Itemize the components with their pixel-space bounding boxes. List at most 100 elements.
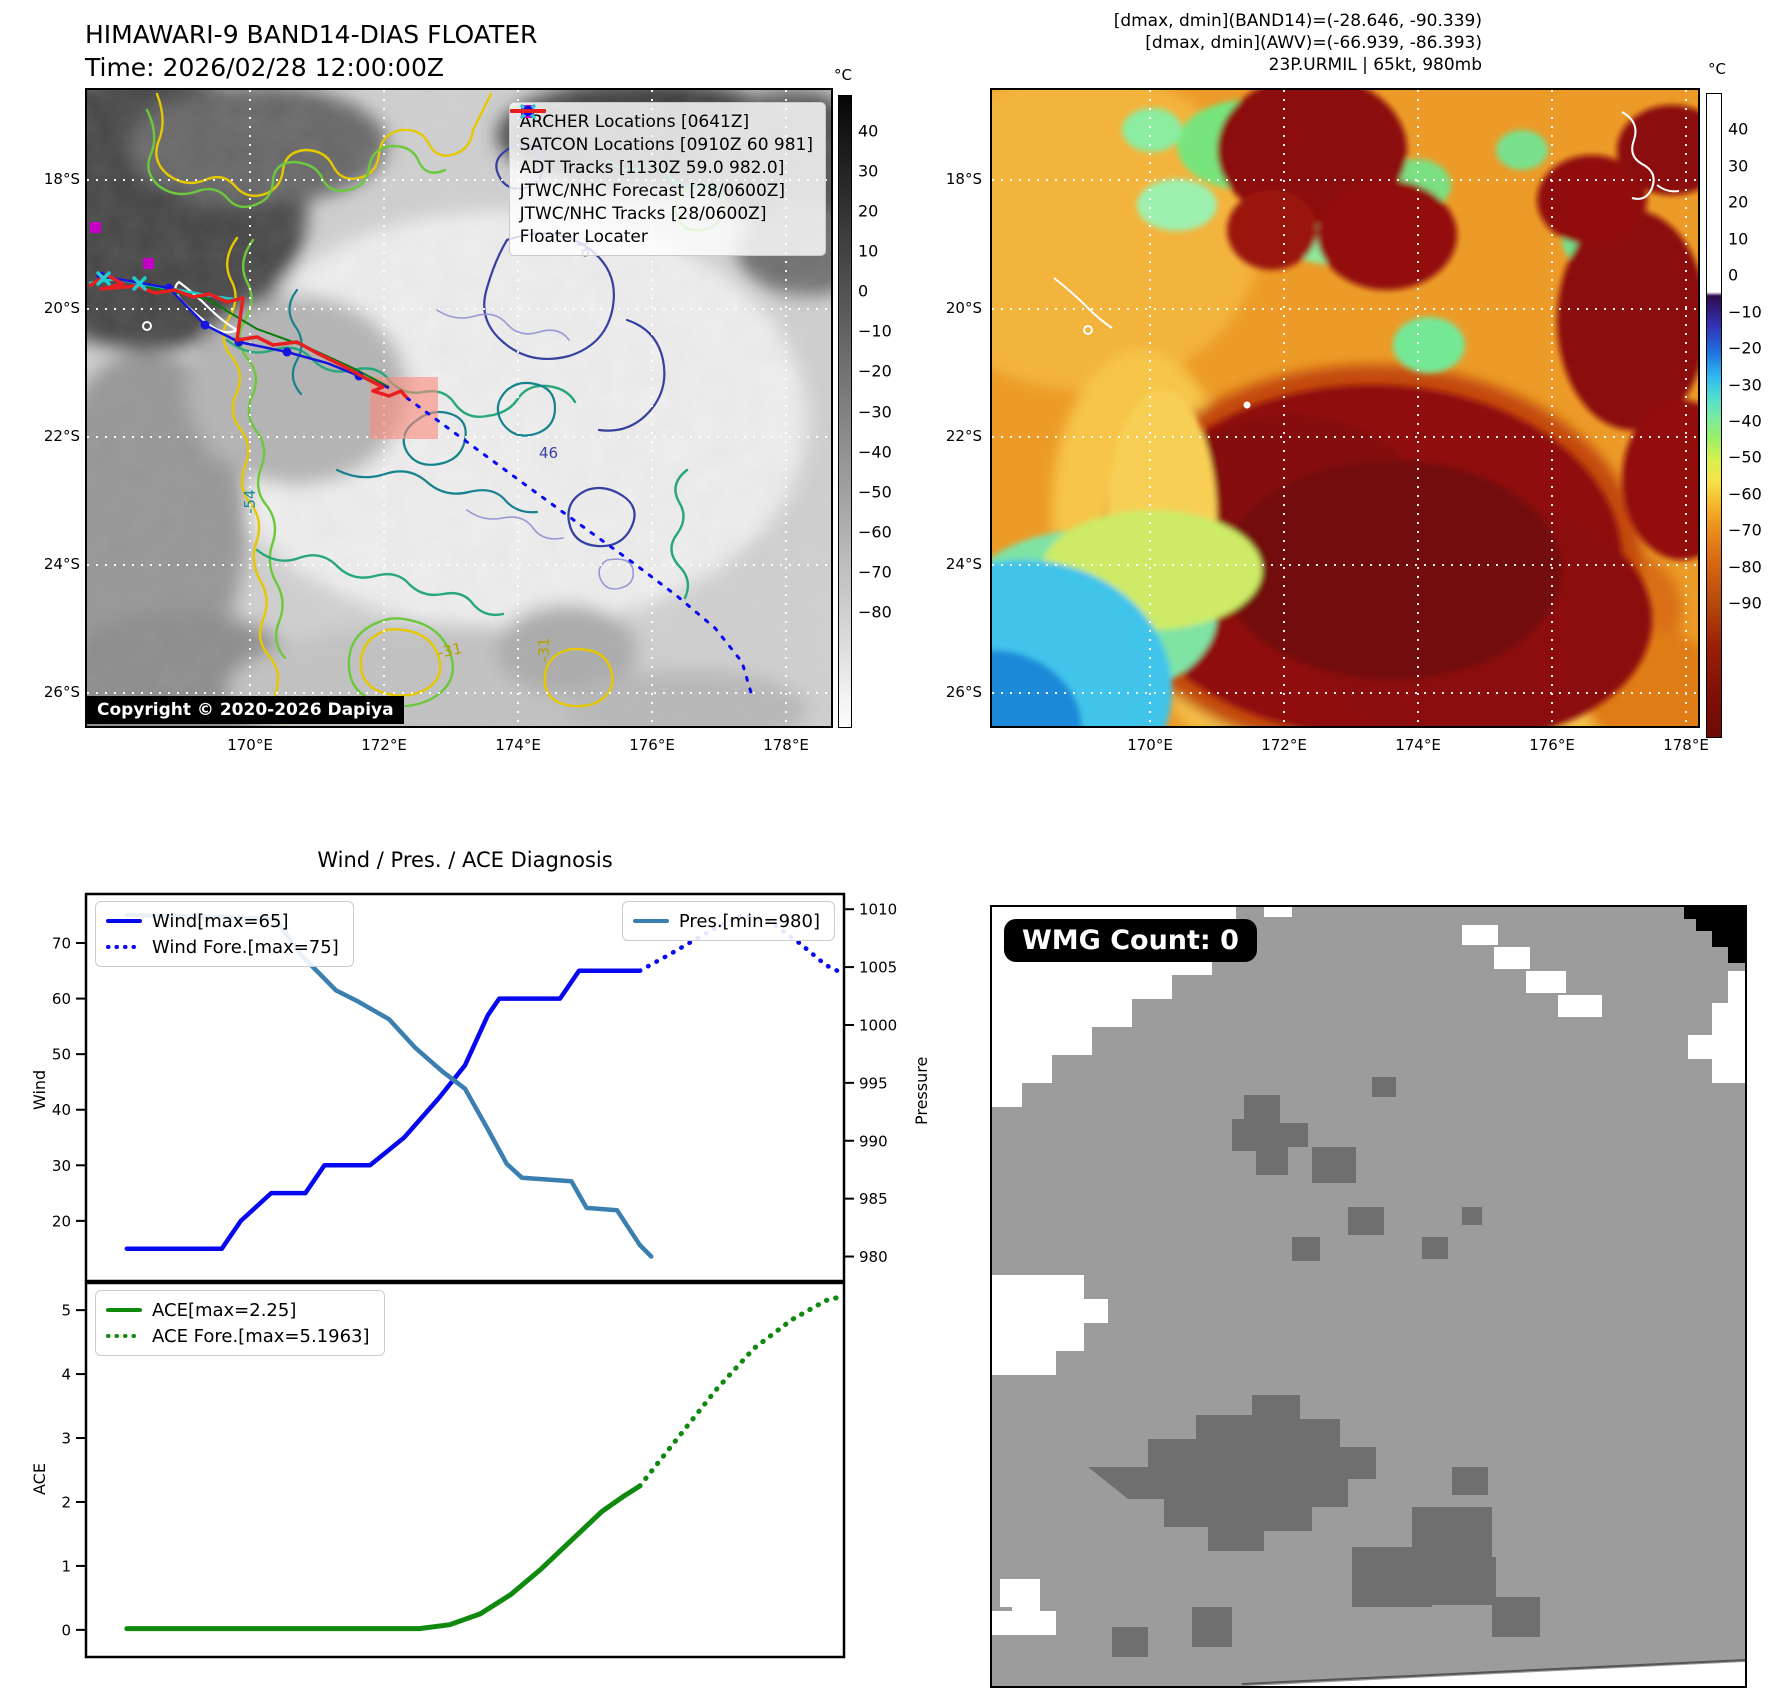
contour-label: -31	[535, 638, 553, 663]
left-map-lat-tick: 18°S	[43, 170, 80, 188]
wind-pressure-plot: 20 30 40 50 60 70 980 985 990 995 1000 1005 1010	[52, 892, 897, 1283]
legend-item: Wind Fore.[max=75]	[106, 934, 339, 960]
y-tick: 70	[52, 935, 71, 953]
diagnosis-title: Wind / Pres. / ACE Diagnosis	[317, 848, 613, 872]
colorbar-tick: −40	[1728, 411, 1762, 431]
colorbar-tick: −80	[858, 602, 892, 622]
series-Pres.[min=980]	[124, 912, 654, 1259]
colorbar-tick: −80	[1728, 557, 1762, 577]
y-tick: 30	[52, 1157, 71, 1175]
colorbar-tick: 0	[1728, 265, 1739, 285]
legend-item: ADT Tracks [1130Z 59.0 982.0]	[509, 109, 813, 179]
left-map-lon-tick: 170°E	[227, 736, 273, 754]
legend-label: ARCHER Locations [0641Z]	[519, 111, 750, 132]
awv-colorbar-unit: °C	[1708, 60, 1726, 78]
legend-item: JTWC/NHC Forecast [28/0600Z]	[509, 109, 813, 202]
series-ACE Fore.[max=5.1963]	[637, 1295, 840, 1489]
colorbar-tick: 20	[858, 201, 879, 221]
right-map-lat-tick: 26°S	[945, 683, 982, 701]
legend-item: ARCHER Locations [0641Z]	[519, 105, 813, 133]
band14-colorbar	[838, 95, 852, 728]
satcon-markers	[96, 271, 147, 291]
series-Wind[max=65]	[124, 968, 643, 1251]
storm-id-intensity: 23P.URMIL | 65kt, 980mb	[1268, 55, 1482, 75]
legend-item: Floater Locater	[509, 109, 813, 248]
left-map-lat-tick: 20°S	[43, 299, 80, 317]
right-map-lon-tick: 172°E	[1261, 736, 1307, 754]
pressure-axis-label: Pressure	[912, 1056, 931, 1125]
legend-item: Pres.[min=980]	[632, 908, 820, 934]
line-swatch-icon	[632, 919, 669, 923]
storm-center-dot	[1243, 401, 1251, 409]
right-map-lon-tick: 174°E	[1395, 736, 1441, 754]
colorbar-tick: −90	[1728, 593, 1762, 613]
colorbar-tick: 30	[1728, 156, 1749, 176]
band14-colorbar-unit: °C	[834, 66, 852, 84]
legend-label: JTWC/NHC Tracks [28/0600Z]	[519, 203, 767, 224]
right-map-lon-tick: 178°E	[1663, 736, 1709, 754]
legend-item: SATCON Locations [0910Z 60 981]	[519, 104, 813, 156]
legend-item: JTWC/NHC Tracks [28/0600Z]	[509, 106, 813, 225]
y-tick: 0	[61, 1621, 71, 1639]
left-map-lon-tick: 176°E	[629, 736, 675, 754]
ace-plot: 0 1 2 3 4 5	[61, 1281, 846, 1659]
product-title: HIMAWARI-9 BAND14-DIAS FLOATER	[85, 20, 538, 49]
series-ACE[max=2.25]	[124, 1483, 643, 1632]
archer-markers	[90, 222, 154, 269]
copyright-banner: Copyright © 2020-2026 Dapiya	[87, 696, 404, 724]
left-map-lat-tick: 26°S	[43, 683, 80, 701]
wind-pressure-chart: 20 30 40 50 60 70 980 985 990 995 1000 1005 1010 Win…	[52, 892, 897, 1283]
colorbar-tick: −70	[1728, 520, 1762, 540]
y2-tick: 1000	[859, 1016, 897, 1034]
y-tick: 1	[61, 1557, 71, 1575]
colorbar-tick: 40	[1728, 119, 1749, 139]
header-info: [dmax, dmin](BAND14)=(-28.646, -90.339) …	[882, 10, 1482, 76]
band14-satellite-map: -54-31-317646 ARCHER Locations [0641Z]SA…	[85, 88, 833, 728]
floater-locater-track	[88, 273, 409, 400]
legend-label: ACE Fore.[max=5.1963]	[152, 1325, 370, 1347]
legend-label: Wind[max=65]	[152, 910, 289, 932]
ace-axis-label: ACE	[30, 1463, 49, 1495]
right-map-lat-tick: 24°S	[945, 555, 982, 573]
colorbar-tick: 20	[1728, 192, 1749, 212]
y-tick: 20	[52, 1212, 71, 1230]
y-tick: 3	[61, 1430, 71, 1448]
contour-label: 46	[539, 444, 558, 462]
y-tick: 2	[61, 1493, 71, 1511]
legend-label: ACE[max=2.25]	[152, 1299, 297, 1321]
legend-label: SATCON Locations [0910Z 60 981]	[519, 134, 813, 155]
graticule	[992, 90, 1698, 726]
colorbar-tick: 10	[858, 241, 879, 261]
dmax-dmin-band14: [dmax, dmin](BAND14)=(-28.646, -90.339)	[1113, 11, 1482, 31]
product-time: Time: 2026/02/28 12:00:00Z	[85, 53, 444, 82]
contour-label: -54	[241, 490, 259, 515]
line-swatch-icon	[509, 109, 546, 113]
legend-label: Wind Fore.[max=75]	[152, 936, 339, 958]
series-Wind Fore.[max=75]	[637, 912, 840, 974]
y-tick: 5	[61, 1302, 71, 1320]
y-tick: 4	[61, 1366, 71, 1384]
ir-color-imagery-art	[992, 90, 1698, 726]
colorbar-tick: −60	[1728, 484, 1762, 504]
y-tick: 50	[52, 1046, 71, 1064]
colorbar-tick: 0	[858, 281, 869, 301]
ace-legend: ACE[max=2.25] ACE Fore.[max=5.1963]	[95, 1290, 385, 1356]
colorbar-tick: −20	[1728, 338, 1762, 358]
legend-item: ACE[max=2.25]	[106, 1297, 370, 1323]
y2-tick: 985	[859, 1190, 888, 1208]
wmg-mask-art	[992, 907, 1745, 1686]
legend-item: Wind[max=65]	[106, 908, 339, 934]
coastlines	[1053, 111, 1680, 335]
colorbar-tick: −10	[1728, 302, 1762, 322]
awv-color-satellite-map	[990, 88, 1700, 728]
colorbar-tick: −60	[858, 522, 892, 542]
y2-tick: 990	[859, 1132, 888, 1150]
colorbar-tick: −40	[858, 442, 892, 462]
line-swatch-icon	[106, 919, 142, 923]
left-map-lat-tick: 24°S	[43, 555, 80, 573]
wmg-count-badge: WMG Count: 0	[1004, 919, 1257, 962]
legend-label: JTWC/NHC Forecast [28/0600Z]	[519, 180, 786, 201]
dotted-swatch-icon	[106, 1334, 142, 1338]
left-map-lon-tick: 178°E	[763, 736, 809, 754]
